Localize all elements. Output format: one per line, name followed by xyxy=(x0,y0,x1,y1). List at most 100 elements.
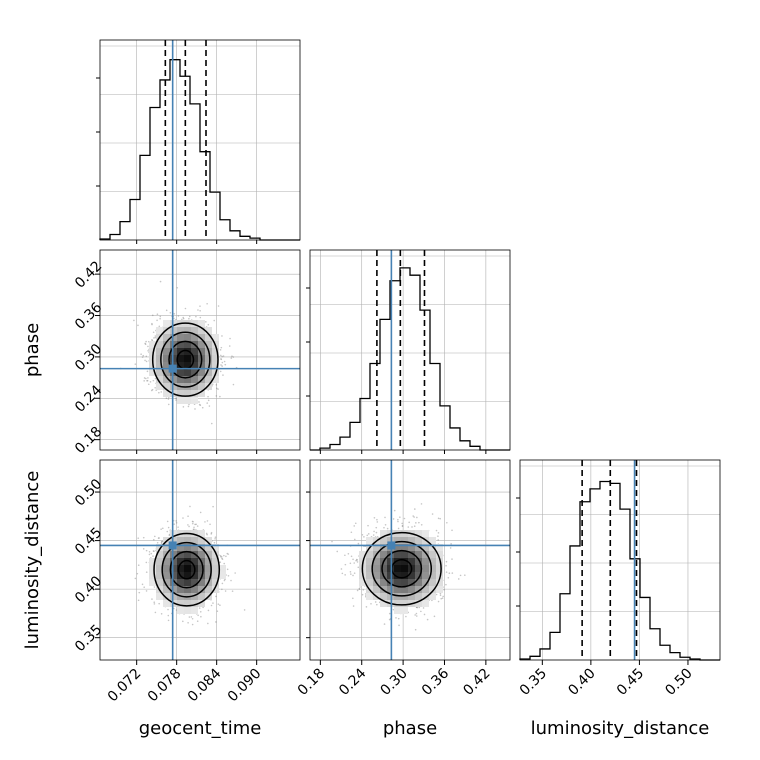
contour-line xyxy=(169,550,204,589)
sample-point xyxy=(350,573,352,575)
sample-point xyxy=(350,555,353,558)
density-cell xyxy=(163,369,170,376)
sample-point xyxy=(221,588,223,591)
sample-point xyxy=(373,530,375,533)
density-cell xyxy=(394,572,401,579)
sample-point xyxy=(197,614,199,617)
sample-point xyxy=(142,548,145,550)
sample-point xyxy=(437,517,440,520)
sample-point xyxy=(388,618,391,621)
sample-point xyxy=(152,538,155,541)
sample-point xyxy=(353,538,356,541)
sample-point xyxy=(384,523,387,526)
density-cell xyxy=(184,390,191,397)
sample-point xyxy=(433,615,436,618)
x-tick-label-geocent_time: 0.090 xyxy=(225,666,265,706)
density-cell xyxy=(429,551,436,558)
density-cell xyxy=(436,558,443,565)
sample-point xyxy=(226,568,229,571)
sample-point xyxy=(167,619,170,622)
sample-point xyxy=(141,356,144,358)
density-cell xyxy=(177,362,184,369)
sample-point xyxy=(207,323,210,326)
sample-point xyxy=(151,322,153,325)
sample-point xyxy=(207,395,209,398)
density-cell xyxy=(163,383,170,390)
density-cell xyxy=(422,558,429,565)
density-cell xyxy=(198,551,205,558)
sample-point xyxy=(415,615,418,617)
sample-point xyxy=(199,305,201,307)
sample-point xyxy=(152,379,155,382)
sample-point xyxy=(145,355,148,358)
sample-point xyxy=(344,563,347,566)
sample-point xyxy=(160,541,163,543)
sample-point xyxy=(158,325,161,328)
density-cell xyxy=(205,537,212,544)
sample-point xyxy=(352,558,354,561)
sample-point xyxy=(383,623,386,625)
density-cell xyxy=(170,537,177,544)
sample-point xyxy=(223,579,226,582)
sample-point xyxy=(213,319,216,322)
sample-point xyxy=(177,526,179,528)
density-cell xyxy=(198,530,205,537)
sample-point xyxy=(215,387,218,390)
sample-point xyxy=(439,594,442,597)
density-cell xyxy=(205,327,212,334)
density-cell xyxy=(163,355,170,362)
density-cell xyxy=(436,586,443,593)
density-cell xyxy=(415,558,422,565)
density-cell xyxy=(198,334,205,341)
sample-point xyxy=(221,558,224,560)
x-tick-label-luminosity_distance: 0.35 xyxy=(517,666,550,699)
sample-point xyxy=(367,533,370,535)
x-tick-label-phase: 0.36 xyxy=(419,665,452,698)
sample-point xyxy=(357,566,360,569)
density-cell xyxy=(184,579,191,586)
sample-point xyxy=(231,355,233,357)
sample-point xyxy=(459,574,462,577)
density-cell xyxy=(373,565,380,572)
sample-point xyxy=(192,528,195,531)
density-cell xyxy=(401,530,408,537)
sample-point xyxy=(204,521,206,523)
sample-point xyxy=(199,610,202,613)
sample-point xyxy=(447,576,450,579)
sample-point xyxy=(167,526,170,529)
density-cell xyxy=(184,558,191,565)
density-cell xyxy=(359,551,366,558)
x-tick-label-luminosity_distance: 0.40 xyxy=(565,666,598,699)
density-cell xyxy=(191,383,198,390)
sample-point xyxy=(191,617,194,620)
sample-point xyxy=(197,309,199,311)
sample-point xyxy=(352,574,354,577)
sample-point xyxy=(190,616,193,618)
sample-point xyxy=(336,550,339,553)
density-cell xyxy=(422,579,429,586)
density-cell xyxy=(394,579,401,586)
sample-point xyxy=(435,593,438,596)
sample-point xyxy=(217,388,219,390)
density-cell xyxy=(380,593,387,600)
sample-point xyxy=(219,349,222,351)
sample-point xyxy=(175,521,178,524)
sample-point xyxy=(422,607,425,609)
sample-point xyxy=(213,541,216,544)
sample-point xyxy=(215,595,217,598)
sample-point xyxy=(407,526,410,528)
density-cell xyxy=(156,362,163,369)
sample-point xyxy=(361,533,364,536)
sample-point xyxy=(355,558,358,561)
sample-point xyxy=(159,315,162,318)
sample-point xyxy=(189,505,191,508)
sample-point xyxy=(231,590,234,592)
sample-point xyxy=(221,355,223,358)
sample-point xyxy=(414,614,416,616)
sample-point xyxy=(187,524,189,526)
density-cell xyxy=(184,369,191,376)
sample-point xyxy=(206,520,209,522)
sample-point xyxy=(220,358,222,360)
density-cell xyxy=(170,551,177,558)
